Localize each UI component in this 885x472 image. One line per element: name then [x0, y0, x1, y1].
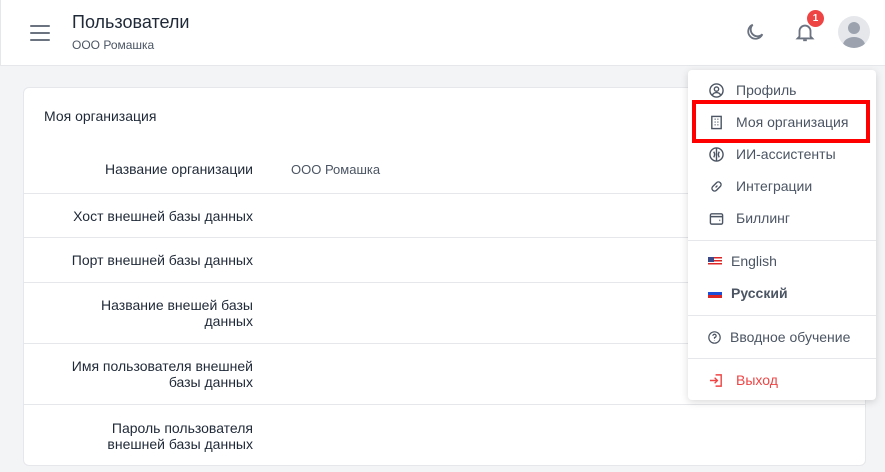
language-english[interactable]: English	[688, 247, 876, 275]
field-label: Имя пользователя внешней базы данных	[71, 358, 253, 390]
us-flag-icon	[708, 256, 722, 266]
menu-item-organization[interactable]: Моя организация	[688, 108, 876, 136]
menu-item-billing[interactable]: Биллинг	[688, 204, 876, 232]
highlight-box	[692, 100, 870, 143]
menu-item-ai-assistants[interactable]: ИИ-ассистенты	[688, 140, 876, 168]
organization-subtitle: ООО Ромашка	[72, 38, 155, 52]
field-row: Название организации ООО Ромашка	[24, 145, 865, 194]
menu-item-integrations[interactable]: Интеграции	[688, 172, 876, 200]
ru-flag-icon	[708, 288, 722, 298]
brain-icon	[709, 146, 724, 162]
user-circle-icon	[709, 82, 724, 98]
menu-item-label: Моя организация	[736, 114, 849, 130]
field-row: Название внешей базы данных	[24, 283, 865, 344]
field-row: Порт внешней базы данных	[24, 238, 865, 283]
menu-item-label: Выход	[736, 372, 778, 388]
menu-item-label: ИИ-ассистенты	[736, 146, 836, 162]
user-dropdown-menu: Профиль Моя организация ИИ-ассистенты Ин…	[688, 70, 876, 400]
menu-item-label: Профиль	[736, 82, 797, 98]
menu-item-label: Биллинг	[736, 210, 791, 226]
menu-item-profile[interactable]: Профиль	[688, 76, 876, 104]
top-bar: Пользователи ООО Ромашка 1	[0, 0, 885, 66]
field-label: Пароль пользователя внешней базы данных	[107, 420, 253, 452]
moon-icon[interactable]	[744, 21, 766, 43]
field-label: Название внешей базы данных	[101, 297, 253, 329]
logout-icon	[709, 373, 722, 387]
menu-item-label: Вводное обучение	[730, 329, 851, 345]
field-row: Пароль пользователя внешней базы данных	[24, 405, 865, 467]
avatar[interactable]	[838, 16, 870, 48]
language-russian[interactable]: Русский	[688, 279, 876, 307]
user-icon	[843, 22, 865, 48]
menu-item-label: Русский	[731, 285, 788, 301]
field-row: Имя пользователя внешней базы данных	[24, 344, 865, 405]
divider	[688, 240, 876, 241]
wallet-icon	[709, 212, 724, 225]
page-title: Пользователи	[72, 12, 190, 32]
divider	[688, 358, 876, 359]
field-row: Хост внешней базы данных	[24, 194, 865, 238]
field-label: Название организации	[104, 161, 253, 177]
field-value: ООО Ромашка	[291, 161, 381, 177]
menu-item-onboarding[interactable]: Вводное обучение	[688, 323, 876, 351]
bell-icon[interactable]	[794, 20, 816, 44]
menu-item-label: English	[731, 253, 777, 269]
field-label: Порт внешней базы данных	[71, 252, 253, 268]
menu-item-label: Интеграции	[736, 178, 813, 194]
link-icon	[711, 180, 722, 192]
field-label: Хост внешней базы данных	[73, 207, 253, 224]
building-icon	[711, 115, 722, 129]
divider	[688, 315, 876, 316]
card-title: Моя организация	[44, 108, 157, 124]
notification-badge: 1	[807, 10, 824, 27]
help-icon	[708, 330, 721, 344]
menu-icon[interactable]	[30, 25, 50, 41]
menu-item-logout[interactable]: Выход	[688, 366, 876, 394]
